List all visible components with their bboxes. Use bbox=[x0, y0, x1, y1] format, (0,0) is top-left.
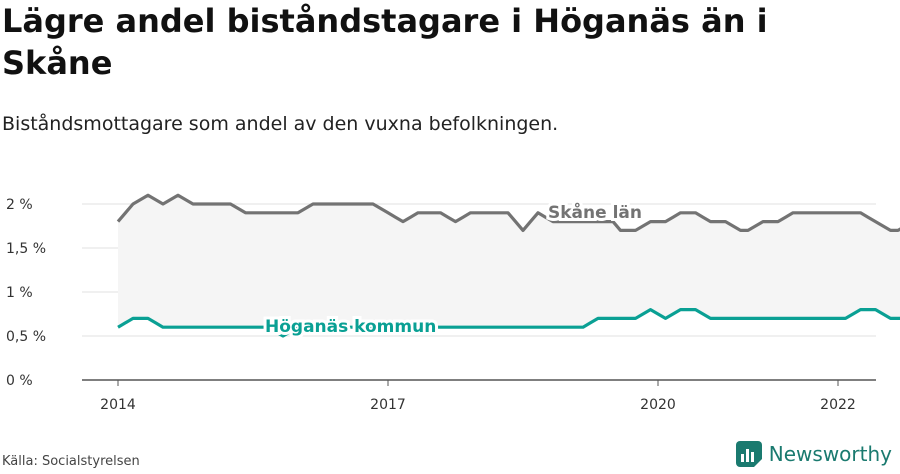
series-line-skane bbox=[116, 193, 900, 232]
y-tick-label: 0 % bbox=[6, 373, 33, 389]
x-tick-label: 2014 bbox=[100, 397, 136, 413]
series bbox=[116, 193, 900, 338]
y-tick-label: 2 % bbox=[6, 197, 33, 213]
x-axis: 2014 2017 2020 2022 bbox=[100, 380, 856, 413]
source-note: Källa: Socialstyrelsen bbox=[2, 454, 140, 469]
newsworthy-logo-icon bbox=[735, 441, 762, 467]
x-tick-label: 2022 bbox=[820, 397, 856, 413]
x-tick-label: 2017 bbox=[370, 397, 406, 413]
brand-name: Newsworthy bbox=[768, 442, 892, 466]
y-tick-label: 1,5 % bbox=[6, 241, 46, 257]
chart-title: Lägre andel biståndstagare i Höganäs än … bbox=[2, 2, 768, 82]
series-label-skane: Skåne län bbox=[548, 201, 642, 223]
y-tick-label: 0,5 % bbox=[6, 329, 46, 345]
brand-logo: Newsworthy bbox=[735, 440, 892, 468]
y-tick-label: 1 % bbox=[6, 285, 33, 301]
chart-subtitle: Biståndsmottagare som andel av den vuxna… bbox=[2, 113, 559, 135]
series-line-hoganas bbox=[117, 308, 900, 338]
x-tick-label: 2020 bbox=[640, 397, 676, 413]
range-band bbox=[118, 195, 900, 336]
series-label-hoganas: Höganäs kommun bbox=[265, 317, 436, 337]
